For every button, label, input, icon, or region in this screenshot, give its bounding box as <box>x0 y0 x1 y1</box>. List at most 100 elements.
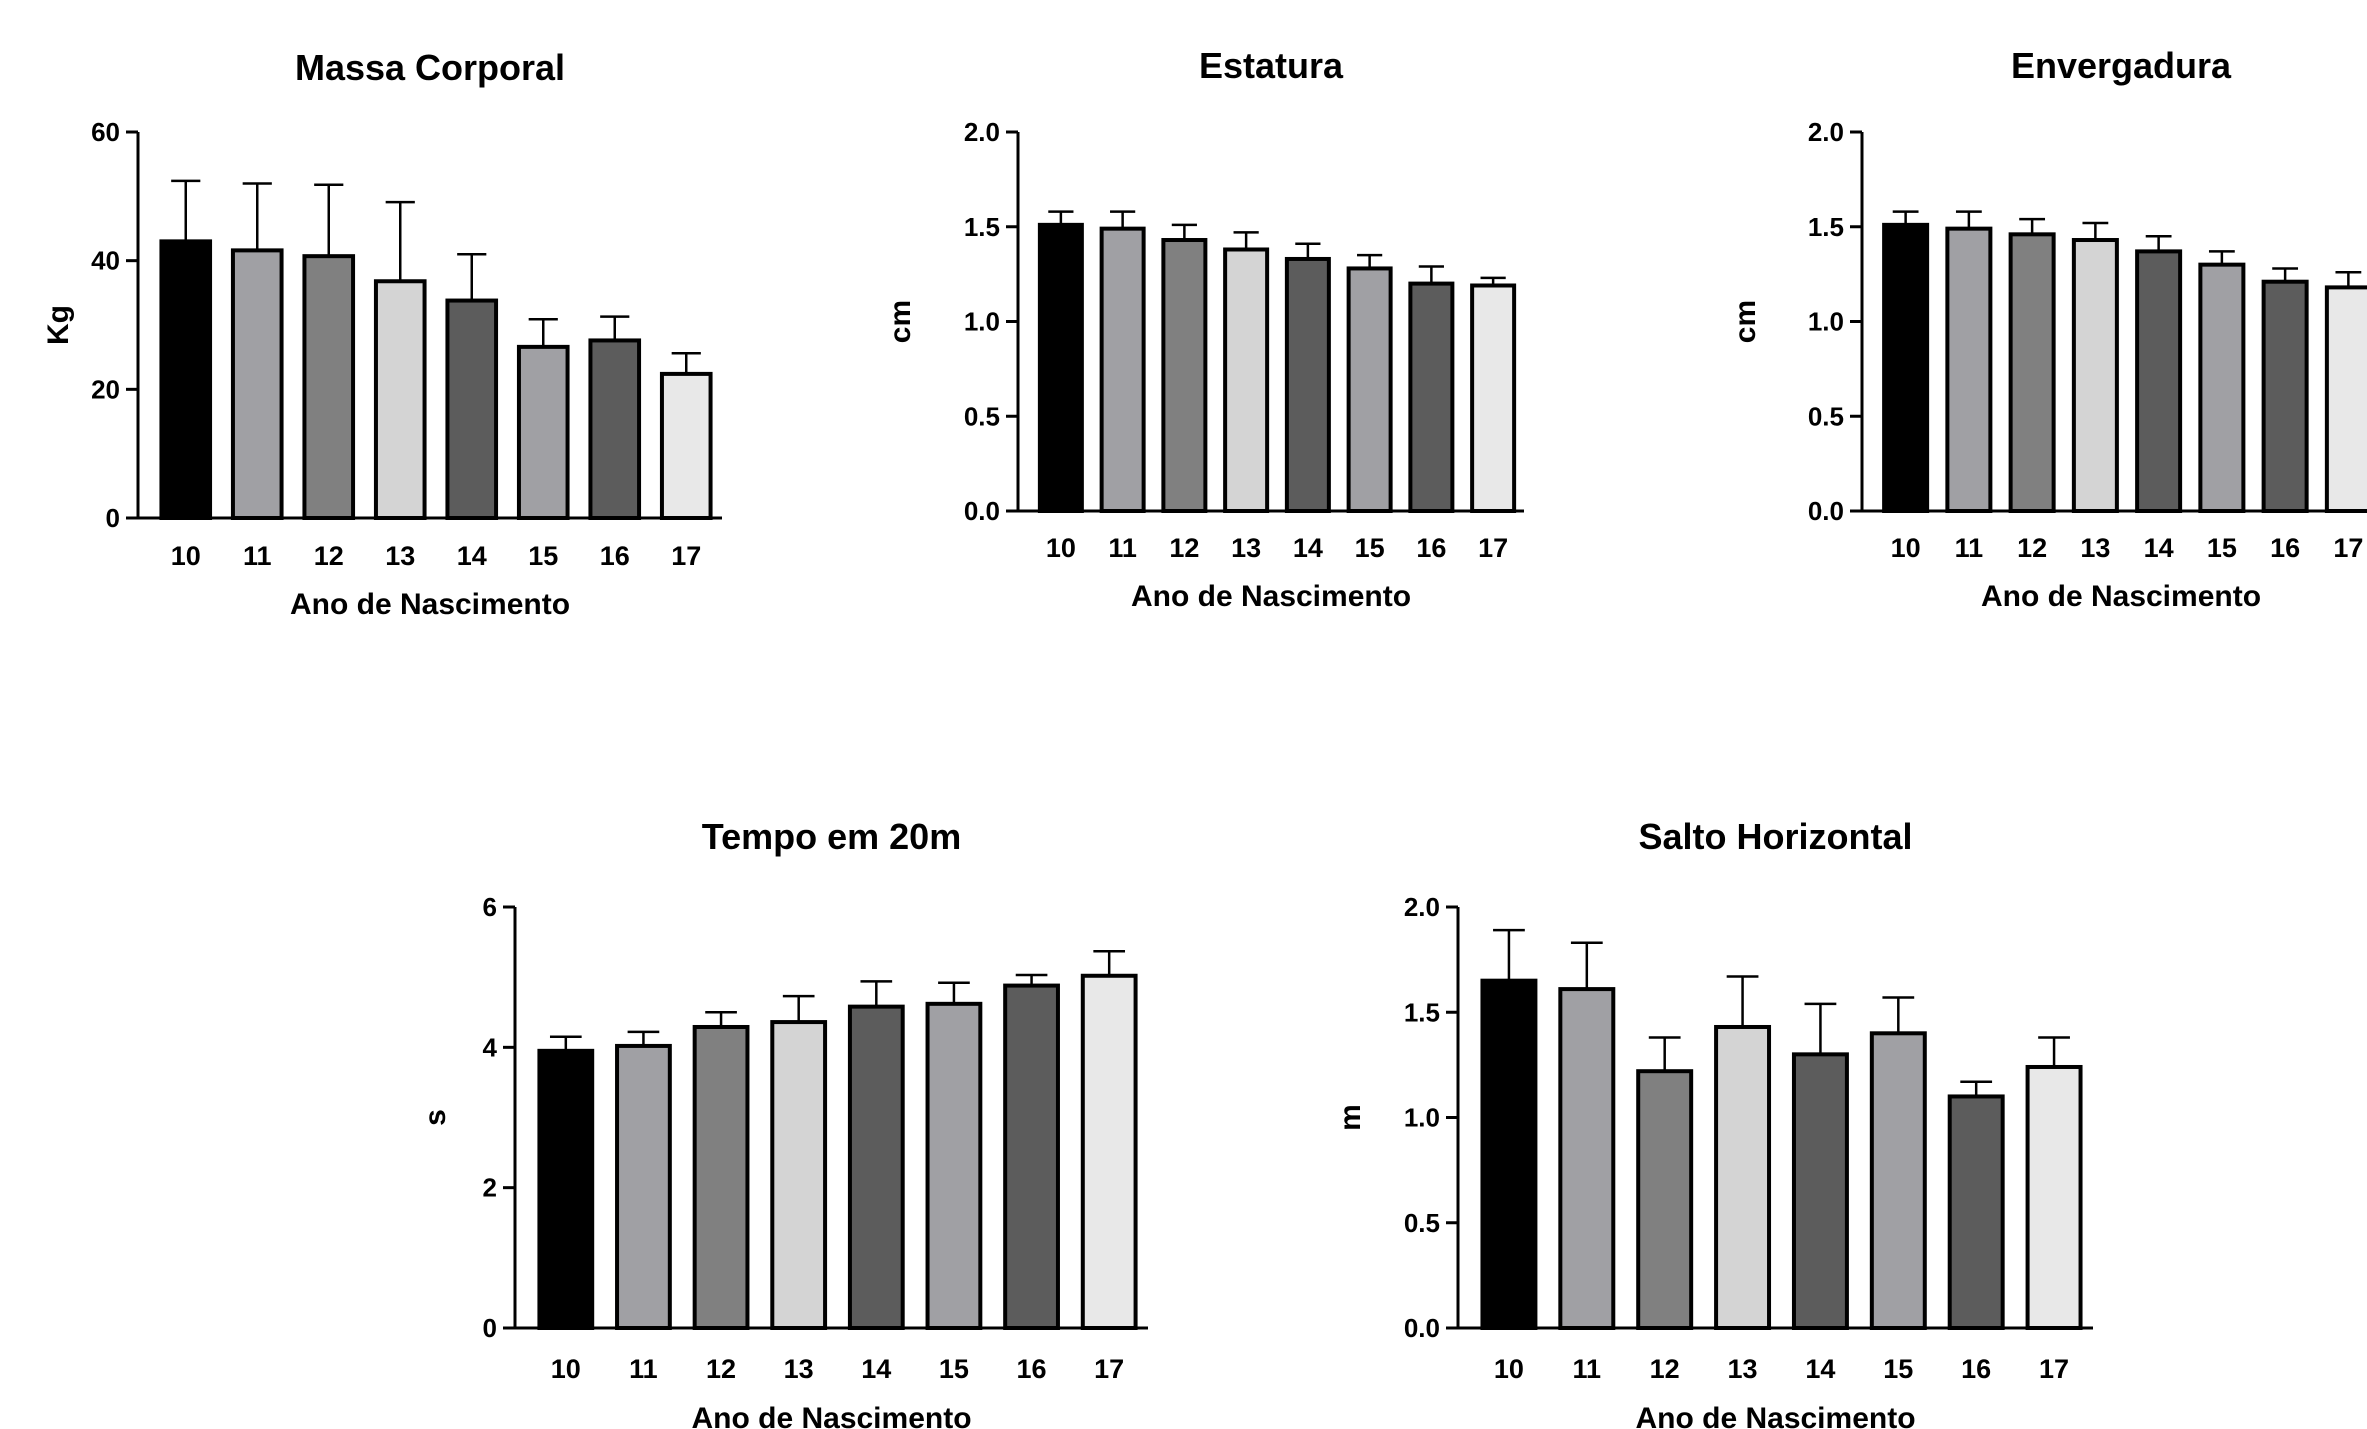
bar <box>2198 262 2246 513</box>
y-tick-label: 60 <box>91 117 120 147</box>
x-tick-label: 14 <box>861 1354 891 1384</box>
bar <box>537 1048 595 1330</box>
x-tick-label: 17 <box>2039 1354 2069 1384</box>
x-tick-label: 14 <box>1293 533 1323 563</box>
x-tick-label: 11 <box>629 1354 658 1384</box>
y-tick-label: 2.0 <box>1404 892 1440 922</box>
x-tick-label: 14 <box>457 541 487 571</box>
x-tick-label: 16 <box>600 541 630 571</box>
x-tick-label: 10 <box>1494 1354 1524 1384</box>
y-tick-label: 20 <box>91 374 120 404</box>
y-tick-label: 0.5 <box>964 401 1000 431</box>
x-tick-label: 11 <box>1573 1354 1602 1384</box>
chart-title: Salto Horizontal <box>1638 816 1912 857</box>
y-tick-label: 4 <box>483 1032 498 1062</box>
x-tick-label: 11 <box>1955 533 1984 563</box>
y-tick-label: 0.5 <box>1404 1208 1440 1238</box>
y-tick-label: 1.5 <box>964 212 1000 242</box>
bar <box>1869 1031 1927 1331</box>
chart-title: Massa Corporal <box>295 47 565 88</box>
y-tick-label: 2.0 <box>964 117 1000 147</box>
bar <box>1080 973 1138 1330</box>
chart-estatura: Estatura cm Ano de Nascimento 0.0 0.5 1.0 1.5 2… <box>884 45 1524 613</box>
bar <box>516 344 570 520</box>
x-tick-label: 13 <box>784 1354 814 1384</box>
chart-salto-horizontal: Salto Horizontal m Ano de Nascimento 0.0 0.5… <box>1334 816 2093 1429</box>
chart-tempo-em-20m: Tempo em 20m s Ano de Nascimento 0 2 4 6 10 11 12… <box>419 816 1148 1429</box>
x-axis-label: Ano de Nascimento <box>1131 580 1411 613</box>
bar <box>615 1043 672 1331</box>
bar <box>1480 978 1538 1330</box>
bar <box>1099 226 1146 514</box>
bar <box>2071 238 2119 513</box>
bar <box>1346 266 1393 513</box>
bar <box>692 1024 750 1330</box>
y-tick-label: 0.5 <box>1808 401 1844 431</box>
bar <box>1882 222 1930 513</box>
x-tick-label: 17 <box>2333 533 2363 563</box>
y-tick-label: 1.0 <box>1808 307 1844 337</box>
bar <box>230 248 284 521</box>
x-axis-label: Ano de Nascimento <box>290 588 570 621</box>
bar <box>1037 222 1084 513</box>
bar <box>1161 238 1208 513</box>
bar <box>2135 249 2183 513</box>
y-tick-label: 0 <box>483 1313 497 1343</box>
y-axis-label: m <box>1334 1104 1367 1131</box>
x-axis-label: Ano de Nascimento <box>1635 1402 1915 1429</box>
bar <box>445 298 499 521</box>
bar <box>770 1020 828 1330</box>
bar <box>1947 1094 2005 1330</box>
bar <box>659 371 713 521</box>
bar <box>1223 247 1270 514</box>
x-tick-label: 10 <box>1891 533 1921 563</box>
x-tick-label: 14 <box>1805 1354 1835 1384</box>
y-axis-label: cm <box>884 300 917 343</box>
bar <box>1791 1052 1849 1330</box>
y-axis-label: cm <box>1729 300 1762 343</box>
bar <box>588 338 642 520</box>
y-tick-label: 2 <box>483 1173 497 1203</box>
bar <box>1945 226 1993 514</box>
chart-title: Estatura <box>1199 45 1344 86</box>
x-tick-label: 16 <box>1416 533 1446 563</box>
x-tick-label: 17 <box>1094 1354 1124 1384</box>
x-tick-label: 17 <box>671 541 701 571</box>
y-tick-label: 0.0 <box>1808 496 1844 526</box>
y-tick-label: 1.5 <box>1404 997 1440 1027</box>
x-tick-label: 15 <box>528 541 558 571</box>
x-tick-label: 12 <box>314 541 344 571</box>
bar <box>1284 256 1331 513</box>
x-tick-label: 10 <box>551 1354 581 1384</box>
x-tick-label: 15 <box>1883 1354 1913 1384</box>
x-tick-label: 14 <box>2144 533 2174 563</box>
bar <box>2261 279 2309 513</box>
bar <box>159 239 213 520</box>
x-tick-label: 12 <box>2017 533 2047 563</box>
x-tick-label: 12 <box>706 1354 736 1384</box>
y-tick-label: 6 <box>483 892 497 922</box>
bar <box>925 1001 983 1331</box>
x-tick-label: 11 <box>1108 533 1137 563</box>
y-tick-label: 40 <box>91 246 120 276</box>
y-axis-label: s <box>419 1109 452 1126</box>
bar <box>1470 283 1517 513</box>
x-tick-label: 11 <box>243 541 272 571</box>
x-tick-label: 13 <box>1728 1354 1758 1384</box>
x-tick-label: 13 <box>385 541 415 571</box>
bar <box>2008 232 2056 514</box>
y-tick-label: 0.0 <box>964 496 1000 526</box>
bar <box>1714 1024 1772 1330</box>
x-tick-label: 16 <box>1017 1354 1047 1384</box>
y-tick-label: 1.5 <box>1808 212 1844 242</box>
x-tick-label: 15 <box>2207 533 2237 563</box>
chart-envergadura: Envergadura cm Ano de Nascimento 0.0 0.5 1.0 1… <box>1729 45 2367 613</box>
x-tick-label: 15 <box>939 1354 969 1384</box>
x-tick-label: 13 <box>1231 533 1261 563</box>
bar <box>373 279 427 520</box>
x-tick-label: 13 <box>2080 533 2110 563</box>
chart-title: Tempo em 20m <box>702 816 961 857</box>
x-tick-label: 10 <box>171 541 201 571</box>
x-tick-label: 12 <box>1169 533 1199 563</box>
